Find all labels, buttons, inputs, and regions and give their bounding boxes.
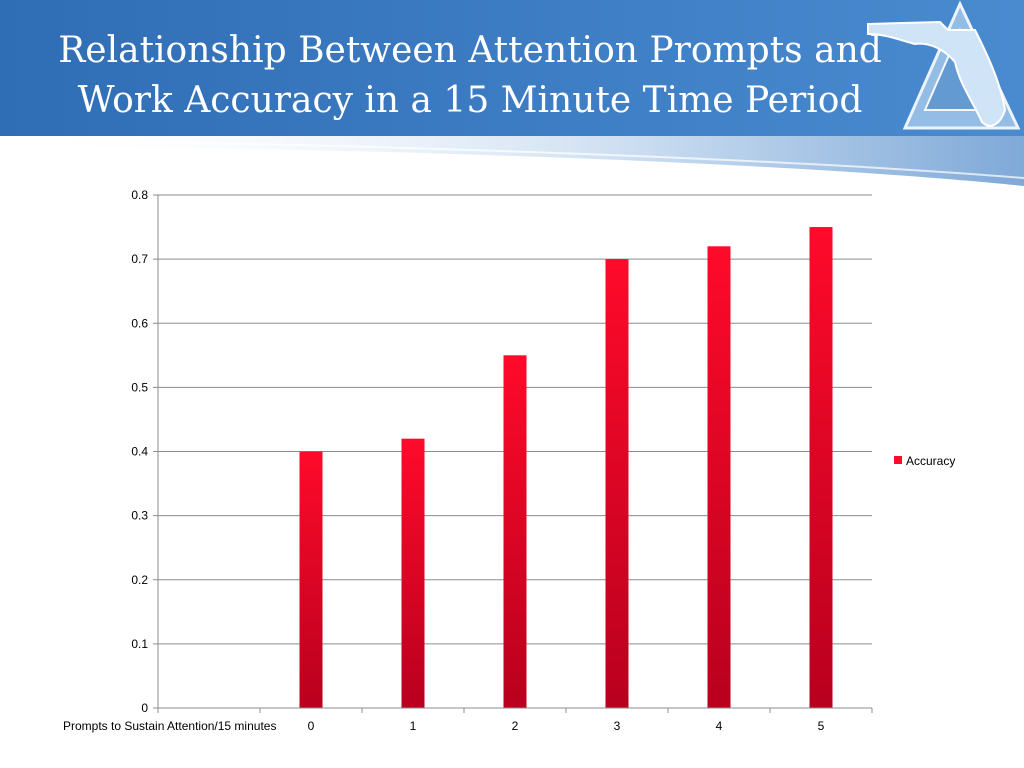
y-tick-label: 0.5 <box>131 380 148 394</box>
x-tick-label: 4 <box>716 719 723 733</box>
legend: Accuracy <box>894 454 955 468</box>
legend-swatch-accuracy <box>894 456 902 464</box>
florida-logo-icon <box>867 0 1021 130</box>
bar-accuracy-2 <box>503 355 527 708</box>
bar-accuracy-4 <box>707 246 731 709</box>
y-tick-label: 0 <box>141 701 148 715</box>
y-tick-label: 0.1 <box>131 637 148 651</box>
x-tick-label: 1 <box>410 719 417 733</box>
y-tick-label: 0.2 <box>131 573 148 587</box>
slide-title: Relationship Between Attention Prompts a… <box>40 26 900 126</box>
axes <box>157 195 873 713</box>
header-background <box>0 0 1024 186</box>
bar-accuracy-3 <box>605 259 629 708</box>
bars <box>299 227 833 709</box>
x-tick-label: 0 <box>308 719 315 733</box>
y-axis-tick-labels: 0 0.1 0.2 0.3 0.4 0.5 0.6 0.7 0.8 <box>131 188 148 715</box>
slide-title-line-1: Relationship Between Attention Prompts a… <box>58 30 882 71</box>
x-axis-tick-labels: 0 1 2 3 4 5 <box>308 719 825 733</box>
y-tick-label: 0.3 <box>131 509 148 523</box>
bar-accuracy-0 <box>299 451 323 708</box>
legend-label-accuracy: Accuracy <box>906 454 955 468</box>
bar-accuracy-5 <box>809 227 833 708</box>
slide-header: Relationship Between Attention Prompts a… <box>0 0 1024 190</box>
y-tick-label: 0.8 <box>131 188 148 202</box>
bar-accuracy-1 <box>401 438 425 708</box>
x-tick-label: 2 <box>512 719 519 733</box>
y-tick-label: 0.4 <box>131 445 148 459</box>
y-tick-label: 0.7 <box>131 252 148 266</box>
x-tick-label: 5 <box>818 719 825 733</box>
slide-title-line-2: Work Accuracy in a 15 Minute Time Period <box>77 80 863 121</box>
x-tick-label: 3 <box>614 719 621 733</box>
x-axis-title: Prompts to Sustain Attention/15 minutes <box>63 719 276 733</box>
y-tick-label: 0.6 <box>131 316 148 330</box>
